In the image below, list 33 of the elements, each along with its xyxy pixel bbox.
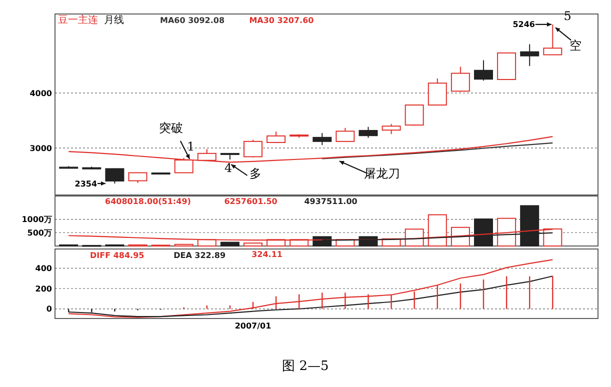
annotation: 2354 <box>74 179 98 188</box>
text: DIFF 484.95 <box>90 251 145 260</box>
x-tick-label: 2007/01 <box>234 322 272 330</box>
y-tick-label: 4000 <box>30 88 52 98</box>
text: DEA 322.89 <box>174 251 226 260</box>
text: 空 <box>570 38 582 53</box>
bar <box>244 242 262 246</box>
chart-title: 豆一主连 <box>58 14 98 26</box>
line-series <box>322 142 554 160</box>
annotation: 屠龙刀 <box>364 166 400 181</box>
text: MA60 3092.08 <box>160 16 225 25</box>
annotation: 4937511.00 <box>304 197 358 206</box>
y-tick-label: 500万 <box>27 228 52 238</box>
candlestick <box>520 44 540 67</box>
y-tick-label: 1000万 <box>22 215 52 224</box>
annotation: 324.11 <box>252 250 283 259</box>
annotation: 4 <box>224 161 233 176</box>
text: MA30 3207.60 <box>249 16 314 25</box>
annotation: 突破 <box>159 121 184 136</box>
annotation: 5246 <box>512 20 536 30</box>
y-tick-label: 400 <box>35 264 52 274</box>
y-tick-label: 3000 <box>30 144 52 153</box>
chart-subtitle: 月线 <box>104 14 124 26</box>
caption: 图 2—5 <box>282 359 329 374</box>
y-tick-label: 200 <box>35 284 52 294</box>
line-series <box>68 259 554 318</box>
bar <box>220 242 240 246</box>
y-tick-label: 0 <box>46 304 52 314</box>
line-series <box>68 276 554 318</box>
annotation: 6408018.00(51:49) <box>105 197 191 206</box>
annotation: 1 <box>186 140 195 154</box>
annotation: 6257601.50 <box>224 197 278 206</box>
annotation: 多 <box>249 166 262 181</box>
